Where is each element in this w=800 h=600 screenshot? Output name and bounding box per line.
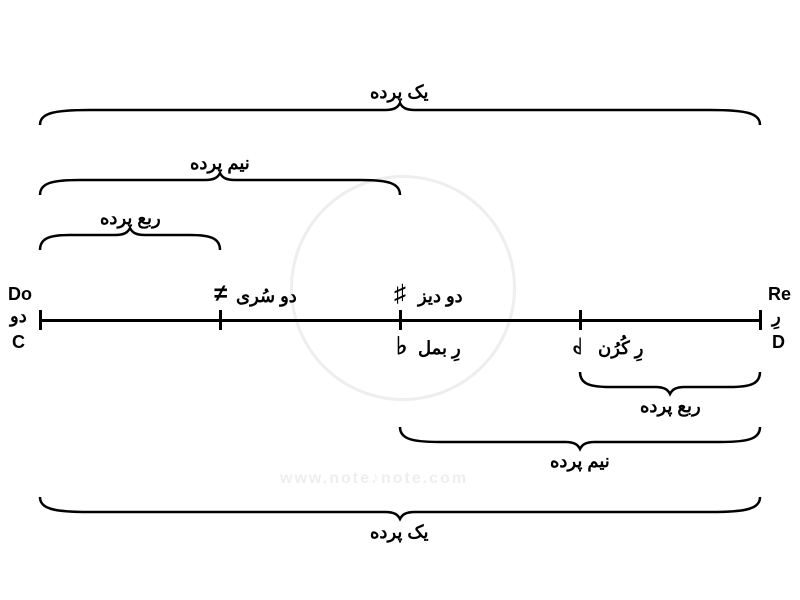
- re-koron-label: رِ کُرُن: [598, 338, 643, 359]
- do-diez-label: دو دیز: [418, 286, 463, 307]
- re-bemol-label: رِ بمل: [418, 338, 461, 359]
- brace-above-1-label: ربع پرده: [100, 208, 161, 229]
- brace-below-3: [40, 495, 760, 515]
- do-sori-label: دو سُری: [236, 286, 297, 307]
- tick-2: [399, 310, 402, 330]
- brace-above-1: [40, 232, 220, 252]
- brace-below-2-label: نیم پرده: [550, 451, 610, 472]
- left-persian: دو: [10, 306, 27, 327]
- interval-diagram: www.note♪note.com Do دو C Re رِ D ≠ دو س…: [0, 0, 800, 600]
- brace-below-1: [580, 370, 760, 390]
- flat-symbol: ♭: [396, 332, 407, 361]
- tick-3: [579, 310, 582, 330]
- brace-above-3-label: یک پرده: [370, 82, 429, 103]
- tick-4: [759, 310, 762, 330]
- brace-below-2: [400, 425, 760, 445]
- tick-0: [39, 310, 42, 330]
- tick-1: [219, 310, 222, 330]
- brace-above-2-label: نیم پرده: [190, 153, 250, 174]
- left-latin-bottom: C: [12, 332, 25, 353]
- brace-above-3: [40, 107, 760, 127]
- watermark-url: www.note♪note.com: [280, 470, 468, 488]
- right-latin-top: Re: [768, 284, 791, 305]
- brace-below-3-label: یک پرده: [370, 522, 429, 543]
- koron-symbol: ♭: [572, 334, 582, 360]
- brace-below-1-label: ربع پرده: [640, 396, 701, 417]
- sharp-symbol: ♯: [394, 280, 406, 308]
- brace-above-2: [40, 177, 400, 197]
- right-latin-bottom: D: [772, 332, 785, 353]
- right-persian: رِ: [772, 306, 781, 327]
- left-latin-top: Do: [8, 284, 32, 305]
- sori-symbol: ≠: [214, 280, 227, 308]
